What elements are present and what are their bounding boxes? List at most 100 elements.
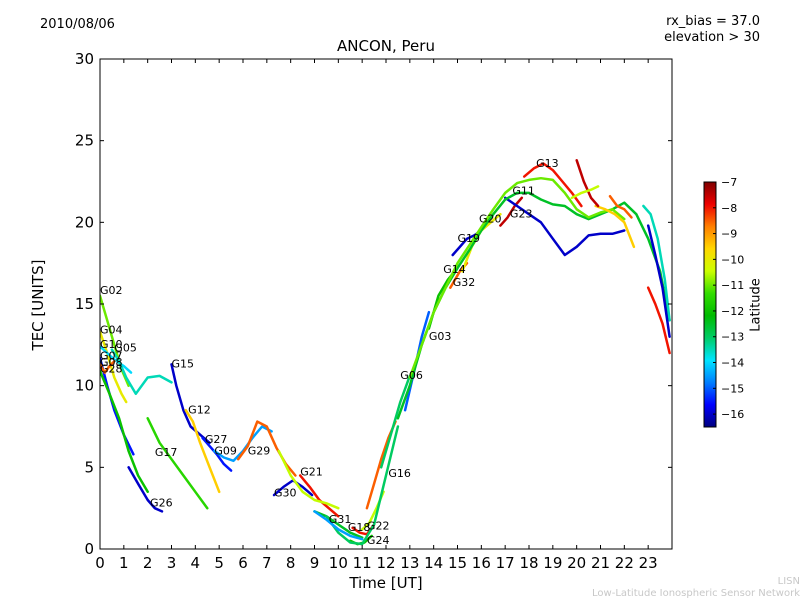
y-tick-label: 15: [75, 295, 94, 313]
series-layer: [100, 159, 671, 546]
x-tick-label: 16: [472, 554, 491, 572]
satellite-label-g07: G07: [100, 350, 123, 363]
satellite-label-g31: G31: [329, 513, 352, 526]
x-tick-label: 0: [95, 554, 105, 572]
colorbar-tick-label: −10: [721, 253, 744, 266]
x-tick-label: 14: [424, 554, 443, 572]
colorbar: [703, 181, 717, 428]
x-tick-label: 20: [567, 554, 586, 572]
x-ticks: 0 1 2 3 4 5 6 7 8 9 10 11 12 13 14 15 16 17 18 19 20 21 22 23: [95, 59, 658, 572]
satellite-label-g10: G10: [100, 338, 123, 351]
series-t9: [570, 185, 600, 200]
series-g31: [313, 510, 364, 539]
x-tick-label: 7: [262, 554, 272, 572]
colorbar-tick-label: −15: [721, 382, 744, 395]
series-t3: [594, 204, 636, 249]
satellite-label-g19: G19: [458, 232, 481, 245]
series-t10: [325, 425, 400, 546]
x-axis-label: Time [UT]: [349, 574, 423, 592]
colorbar-tick-label: −8: [721, 202, 737, 215]
series-g12: [184, 408, 221, 494]
x-tick-label: 21: [591, 554, 610, 572]
y-tick-label: 10: [75, 377, 94, 395]
colorbar-tick-label: −7: [721, 176, 737, 189]
x-tick-label: 17: [496, 554, 515, 572]
x-tick-label: 2: [143, 554, 153, 572]
series-t5: [646, 224, 671, 338]
satellite-label-g13: G13: [536, 157, 559, 170]
satellite-label-g05: G05: [114, 341, 137, 354]
x-tick-label: 6: [238, 554, 248, 572]
colorbar-tick-label: −11: [721, 279, 744, 292]
satellite-label-g28: G28: [100, 363, 123, 376]
series-t8: [608, 194, 633, 219]
series-t6: [646, 286, 671, 355]
series-g27: [201, 436, 233, 472]
x-tick-label: 11: [353, 554, 372, 572]
satellite-label-g11: G11: [512, 185, 535, 198]
series-g26: [127, 466, 164, 513]
x-tick-label: 5: [214, 554, 224, 572]
series-t12: [277, 449, 340, 510]
satellite-label-g21: G21: [300, 466, 323, 479]
x-tick-label: 10: [329, 554, 348, 572]
satellite-label-g08: G08: [100, 356, 123, 369]
satellite-label-g03: G03: [429, 330, 452, 343]
x-tick-label: 19: [543, 554, 562, 572]
x-tick-label: 8: [286, 554, 296, 572]
credit-network: Low-Latitude Ionospheric Sensor Network: [592, 588, 800, 599]
x-tick-label: 13: [400, 554, 419, 572]
y-tick-label: 20: [75, 213, 94, 231]
colorbar-ticks: −7 −8 −9 −10 −11 −12 −13 −14 −15 −16: [713, 176, 744, 421]
x-tick-label: 4: [191, 554, 201, 572]
series-g17: [146, 417, 209, 510]
series-t11: [313, 510, 364, 541]
satellite-label-g12: G12: [188, 403, 211, 416]
credit-lisn: LISN: [777, 576, 800, 587]
series-g06: [379, 374, 412, 469]
satellite-label-g15: G15: [172, 358, 195, 371]
satellite-label-g18: G18: [348, 521, 371, 534]
y-tick-label: 30: [75, 50, 94, 68]
chart-title: ANCON, Peru: [337, 37, 435, 55]
series-g23: [499, 196, 524, 227]
date-label: 2010/08/06: [40, 17, 115, 32]
series-t7: [575, 159, 600, 208]
series-g10: [100, 345, 133, 374]
satellite-label-g22: G22: [367, 519, 390, 532]
colorbar-tick-label: −9: [721, 228, 737, 241]
y-tick-label: 25: [75, 132, 94, 150]
satellite-label-g29: G29: [248, 444, 271, 457]
x-tick-label: 3: [167, 554, 177, 572]
satellite-label-g24: G24: [367, 534, 390, 547]
satellite-label-g20: G20: [479, 212, 502, 225]
colorbar-tick-label: −14: [721, 357, 744, 370]
satellite-label-g09: G09: [214, 444, 237, 457]
series-t2: [408, 176, 626, 379]
colorbar-tick-label: −13: [721, 331, 744, 344]
satellite-label-g17: G17: [155, 446, 178, 459]
x-tick-label: 18: [519, 554, 538, 572]
y-ticks: 0 5 10 15 20 25 30: [75, 50, 672, 558]
x-tick-label: 22: [615, 554, 634, 572]
x-tick-label: 1: [119, 554, 129, 572]
colorbar-tick-label: −16: [721, 408, 744, 421]
series-g04: [100, 330, 128, 404]
satellite-label-g02: G02: [100, 284, 123, 297]
y-tick-label: 5: [84, 458, 94, 476]
rx-bias-label: rx_bias = 37.0: [666, 14, 760, 29]
series-g11: [503, 196, 626, 257]
series-g21: [298, 474, 340, 518]
x-tick-label: 15: [448, 554, 467, 572]
series-g08: [100, 359, 116, 374]
satellite-label-g27: G27: [205, 433, 228, 446]
series-g13: [522, 162, 583, 208]
series-g15: [170, 363, 211, 445]
satellite-label-g26: G26: [150, 497, 173, 510]
y-tick-label: 0: [84, 540, 94, 558]
x-tick-label: 23: [639, 554, 658, 572]
x-tick-label: 9: [310, 554, 320, 572]
satellite-label-g16: G16: [388, 467, 411, 480]
